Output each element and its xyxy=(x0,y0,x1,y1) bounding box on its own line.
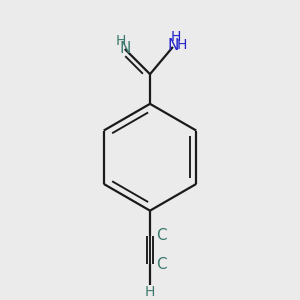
Text: C: C xyxy=(157,256,167,272)
Text: C: C xyxy=(157,228,167,243)
Text: H: H xyxy=(145,285,155,299)
Text: H: H xyxy=(177,38,187,52)
Text: H: H xyxy=(116,34,127,48)
Text: N: N xyxy=(167,38,178,53)
Text: H: H xyxy=(171,30,181,44)
Text: N: N xyxy=(119,40,130,56)
